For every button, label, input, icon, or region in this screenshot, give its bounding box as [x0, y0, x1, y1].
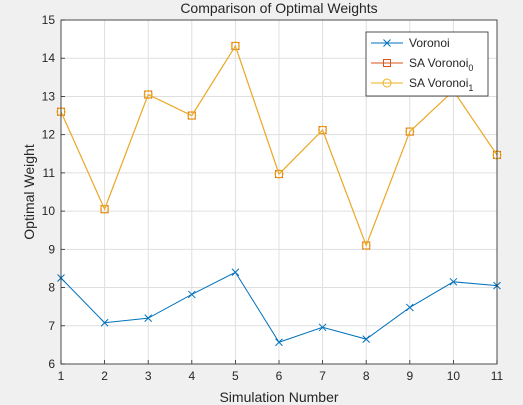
y-tick-label: 15	[42, 13, 56, 27]
y-tick-label: 8	[48, 281, 55, 295]
y-tick-label: 9	[48, 242, 55, 256]
data-point	[231, 268, 240, 277]
data-point	[275, 338, 283, 347]
y-axis-label: Optimal Weight	[21, 144, 37, 240]
data-point	[405, 303, 414, 312]
legend-label: Voronoi	[409, 36, 450, 50]
legend-marker	[382, 78, 392, 88]
x-tick-label: 5	[232, 369, 239, 383]
y-tick-label: 14	[42, 51, 56, 65]
data-point	[449, 277, 458, 286]
data-point	[144, 314, 153, 322]
data-point	[361, 241, 371, 251]
x-tick-label: 1	[58, 369, 65, 383]
x-tick-label: 7	[319, 369, 326, 383]
x-tick-label: 3	[145, 369, 152, 383]
y-tick-labels: 6 7 8 9 10 11 12 13 14 15	[42, 13, 56, 371]
x-tick-labels: 1 2 3 4 5 6 7 8 9 10 11	[58, 369, 504, 383]
x-tick-label: 8	[363, 369, 370, 383]
data-point	[100, 204, 110, 214]
y-tick-label: 13	[42, 89, 56, 103]
x-tick-label: 2	[101, 369, 108, 383]
legend-entry: Voronoi	[371, 36, 450, 50]
legend-marker	[383, 39, 391, 47]
legend-label: SA Voronoi1	[409, 76, 473, 93]
legend-label-text: SA Voronoi	[409, 76, 468, 90]
series-0	[57, 268, 501, 347]
legend-marker	[383, 59, 391, 67]
x-tick-label: 9	[406, 369, 413, 383]
data-point	[318, 125, 328, 135]
data-point	[100, 318, 109, 327]
data-point	[187, 111, 197, 121]
x-tick-label: 6	[276, 369, 283, 383]
data-point	[274, 169, 284, 179]
y-tick-label: 11	[43, 166, 56, 180]
grid-lines	[60, 19, 498, 365]
data-point	[405, 127, 415, 137]
data-point	[230, 41, 240, 51]
y-tick-label: 6	[48, 357, 55, 371]
y-tick-label: 12	[42, 128, 56, 142]
x-axis-label: Simulation Number	[219, 389, 338, 405]
legend-label: SA Voronoi0	[409, 56, 473, 73]
x-tick-label: 4	[188, 369, 195, 383]
legend-entry: SA Voronoi1	[371, 76, 473, 93]
data-point	[187, 290, 196, 299]
legend-entry: SA Voronoi0	[371, 56, 473, 73]
legend-label-text: Voronoi	[409, 36, 450, 50]
data-point	[143, 90, 153, 100]
legend-label-subscript: 1	[468, 83, 473, 93]
legend-label-text: SA Voronoi	[409, 56, 468, 70]
data-point	[318, 323, 327, 332]
x-tick-label: 11	[491, 369, 504, 383]
y-tick-label: 10	[42, 204, 56, 218]
x-tick-label: 10	[447, 369, 461, 383]
series-2	[56, 41, 502, 251]
data-point	[362, 335, 371, 344]
chart-title: Comparison of Optimal Weights	[180, 0, 377, 16]
legend-label-subscript: 0	[468, 63, 473, 73]
y-tick-label: 7	[48, 319, 55, 333]
plot-box	[60, 19, 498, 365]
series-line	[60, 44, 498, 247]
